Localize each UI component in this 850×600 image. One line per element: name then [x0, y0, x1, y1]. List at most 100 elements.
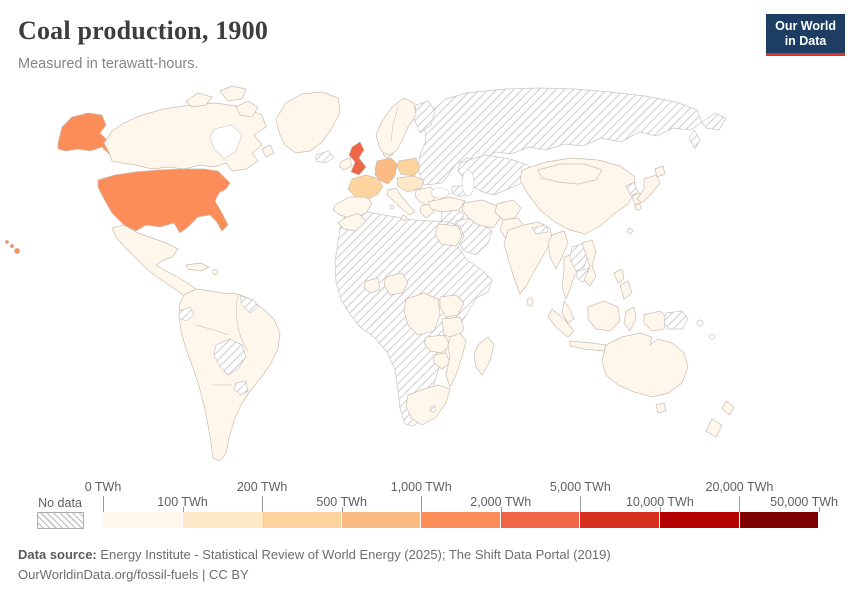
- country-mongolia[interactable]: [537, 163, 603, 185]
- country-indonesia-sumatra[interactable]: [547, 308, 575, 338]
- country-france[interactable]: [347, 174, 384, 200]
- country-nigeria[interactable]: [383, 272, 409, 296]
- country-madagascar[interactable]: [473, 336, 495, 376]
- country-ghana[interactable]: [363, 277, 381, 294]
- country-italy[interactable]: [386, 187, 416, 216]
- legend-tick-label: 10,000 TWh: [625, 495, 694, 509]
- country-bolivia-paraguay[interactable]: [213, 338, 247, 376]
- country-hawaii[interactable]: [5, 240, 20, 254]
- country-papua-new-guinea[interactable]: [663, 310, 689, 330]
- country-morocco[interactable]: [337, 212, 367, 232]
- country-indonesia-borneo[interactable]: [587, 300, 621, 332]
- country-sardinia[interactable]: [389, 204, 395, 210]
- legend-bin[interactable]: [421, 512, 501, 528]
- country-ireland[interactable]: [338, 157, 353, 171]
- license-line[interactable]: OurWorldinData.org/fossil-fuels | CC BY: [18, 567, 249, 583]
- legend-tick-label: 1,000 TWh: [390, 480, 452, 494]
- country-sri-lanka[interactable]: [526, 297, 534, 307]
- country-new-zealand[interactable]: [721, 400, 735, 416]
- country-pacific-island[interactable]: [696, 319, 704, 327]
- legend-bin[interactable]: [500, 512, 581, 528]
- country-malaysia[interactable]: [561, 300, 575, 324]
- country-germany[interactable]: [374, 157, 398, 185]
- country-nepal[interactable]: [531, 224, 549, 235]
- country-sicily[interactable]: [401, 215, 407, 221]
- country-lesotho[interactable]: [429, 405, 437, 413]
- country-mozambique[interactable]: [445, 332, 467, 388]
- country-hispaniola[interactable]: [212, 269, 218, 275]
- country-canada-arctic-islands[interactable]: [235, 100, 259, 118]
- country-japan[interactable]: [634, 203, 642, 211]
- legend-tick: [421, 496, 423, 512]
- country-myanmar[interactable]: [547, 230, 569, 270]
- country-iran[interactable]: [461, 199, 502, 229]
- country-guyanas[interactable]: [239, 295, 259, 314]
- country-russia-far-east[interactable]: [701, 112, 727, 131]
- country-iberia[interactable]: [332, 196, 373, 220]
- country-japan[interactable]: [636, 174, 661, 204]
- no-data-label: No data: [38, 496, 82, 510]
- country-zambia[interactable]: [423, 334, 451, 354]
- legend-tick: [500, 507, 502, 512]
- owid-logo-line1: Our World: [775, 19, 836, 33]
- legend-bin[interactable]: [182, 512, 263, 528]
- country-kamchatka[interactable]: [688, 129, 701, 150]
- legend-bin[interactable]: [580, 512, 660, 528]
- country-finland[interactable]: [413, 100, 436, 134]
- no-data-swatch[interactable]: [37, 512, 84, 529]
- country-pacific-island[interactable]: [709, 334, 715, 340]
- data-source-prefix: Data source:: [18, 547, 97, 562]
- sea-caspian-sea: [461, 169, 475, 197]
- region-south-america[interactable]: [178, 288, 281, 462]
- country-indonesia-sulawesi[interactable]: [623, 306, 637, 332]
- legend-tick: [819, 507, 820, 512]
- legend-tick: [103, 496, 104, 512]
- country-ecuador[interactable]: [178, 306, 195, 322]
- country-uruguay[interactable]: [233, 380, 249, 396]
- legend-bin[interactable]: [262, 512, 342, 528]
- chart-subtitle: Measured in terawatt-hours.: [18, 56, 199, 72]
- country-zimbabwe[interactable]: [433, 352, 451, 370]
- legend-bin[interactable]: [103, 512, 183, 528]
- legend-bin[interactable]: [659, 512, 740, 528]
- country-south-africa[interactable]: [405, 384, 451, 426]
- country-austria-hungary[interactable]: [396, 175, 425, 193]
- country-kenya-uganda[interactable]: [439, 294, 465, 318]
- legend-color-bar[interactable]: [103, 512, 820, 528]
- country-egypt[interactable]: [434, 223, 463, 247]
- country-borders: [195, 293, 249, 386]
- country-philippines[interactable]: [613, 268, 625, 284]
- country-tasmania[interactable]: [655, 402, 667, 414]
- country-new-guinea-west[interactable]: [643, 310, 667, 332]
- country-australia[interactable]: [601, 332, 689, 398]
- country-turkey[interactable]: [427, 196, 466, 213]
- country-north-korea[interactable]: [625, 181, 639, 197]
- legend-bin[interactable]: [739, 512, 820, 528]
- owid-logo-line2: in Data: [784, 33, 827, 48]
- data-source-text[interactable]: Energy Institute - Statistical Review of…: [96, 547, 611, 562]
- country-taiwan[interactable]: [627, 228, 633, 234]
- country-canada-arctic-islands[interactable]: [219, 85, 247, 102]
- country-united-states[interactable]: [97, 168, 231, 234]
- country-greenland[interactable]: [275, 91, 341, 154]
- country-afghanistan[interactable]: [494, 199, 522, 221]
- country-japan[interactable]: [654, 165, 666, 178]
- country-norway-sweden[interactable]: [375, 97, 417, 156]
- country-iceland[interactable]: [315, 150, 335, 164]
- country-dr-congo[interactable]: [403, 292, 441, 336]
- country-canada-arctic-islands[interactable]: [185, 92, 213, 108]
- legend-tick-label: 500 TWh: [316, 495, 367, 509]
- owid-logo[interactable]: Our World in Data: [766, 14, 845, 56]
- country-cuba[interactable]: [185, 262, 210, 272]
- country-newfoundland[interactable]: [261, 144, 275, 158]
- country-vietnam[interactable]: [581, 239, 597, 287]
- country-new-zealand[interactable]: [705, 418, 723, 438]
- country-united-kingdom[interactable]: [348, 141, 367, 176]
- country-philippines[interactable]: [619, 280, 633, 300]
- country-indonesia-java[interactable]: [569, 340, 607, 352]
- legend-bin[interactable]: [341, 512, 422, 528]
- country-india[interactable]: [503, 221, 553, 295]
- country-poland[interactable]: [396, 157, 421, 177]
- legend-tick-label: 200 TWh: [236, 480, 288, 494]
